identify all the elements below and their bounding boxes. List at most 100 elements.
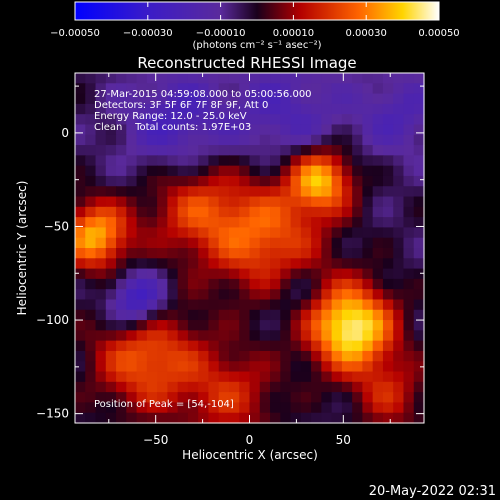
heatmap-cell	[311, 350, 322, 362]
heatmap-cell	[105, 217, 117, 229]
heatmap-cell	[146, 175, 158, 187]
heatmap-cell	[270, 289, 281, 301]
heatmap-cell	[290, 289, 302, 301]
heatmap-cell	[136, 289, 148, 301]
heatmap-cell	[259, 289, 271, 301]
heatmap-cell	[239, 371, 251, 383]
heatmap-cell	[85, 134, 97, 146]
heatmap-cell	[352, 237, 364, 249]
heatmap-cell	[311, 227, 322, 239]
heatmap-cell	[116, 278, 127, 290]
heatmap-cell	[270, 175, 281, 187]
heatmap-cell	[382, 309, 394, 321]
heatmap-cell	[177, 268, 189, 280]
heatmap-cell	[403, 299, 415, 311]
heatmap-cell	[270, 237, 281, 249]
heatmap-cell	[259, 93, 271, 105]
heatmap-cell	[341, 114, 353, 126]
heatmap-cell	[218, 340, 230, 352]
heatmap-cell	[300, 155, 312, 167]
heatmap-cell	[208, 309, 220, 321]
heatmap-cell	[382, 114, 394, 126]
heatmap-cell	[311, 237, 322, 249]
heatmap-cell	[187, 350, 199, 362]
heatmap-cell	[403, 320, 415, 331]
heatmap-cell	[187, 217, 199, 229]
colorbar-tick-label: −0.00030	[123, 28, 173, 39]
heatmap-cell	[146, 134, 158, 146]
heatmap-cell	[290, 206, 302, 218]
heatmap-cell	[105, 93, 117, 105]
heatmap-cell	[249, 196, 261, 208]
heatmap-cell	[280, 350, 292, 362]
heatmap-cell	[187, 278, 199, 290]
heatmap-cell	[321, 340, 333, 352]
heatmap-cell	[290, 350, 302, 362]
heatmap-cell	[75, 145, 86, 156]
heatmap-cell	[228, 237, 240, 249]
heatmap-cell	[95, 237, 107, 249]
heatmap-cell	[157, 392, 168, 404]
heatmap-cell	[116, 206, 127, 218]
heatmap-cell	[177, 175, 189, 187]
heatmap-cell	[331, 186, 343, 198]
heatmap-cell	[116, 103, 127, 115]
heatmap-cell	[75, 268, 86, 280]
heatmap-cell	[126, 196, 138, 208]
heatmap-cell	[187, 268, 199, 280]
heatmap-cell	[393, 299, 405, 311]
heatmap-cell	[85, 175, 97, 187]
heatmap-cell	[95, 278, 107, 290]
heatmap-cell	[126, 289, 138, 301]
heatmap-cell	[95, 134, 107, 146]
heatmap-image	[75, 73, 425, 424]
heatmap-cell	[177, 361, 189, 373]
heatmap-cell	[249, 381, 261, 393]
heatmap-cell	[208, 320, 220, 331]
heatmap-cell	[105, 227, 117, 239]
heatmap-cell	[382, 412, 394, 424]
heatmap-cell	[352, 330, 364, 342]
heatmap-cell	[105, 412, 117, 424]
heatmap-cell	[270, 340, 281, 352]
heatmap-cell	[85, 217, 97, 229]
heatmap-cell	[393, 381, 405, 393]
heatmap-cell	[403, 227, 415, 239]
heatmap-cell	[198, 114, 210, 126]
axis-ticks: −50 0 50 0 −50 −100 −150	[36, 73, 424, 447]
heatmap-cell	[321, 114, 333, 126]
heatmap-cell	[95, 392, 107, 404]
heatmap-cell	[157, 134, 168, 146]
heatmap-cell	[157, 268, 168, 280]
heatmap-cell	[95, 103, 107, 115]
heatmap-cell	[95, 330, 107, 342]
heatmap-cell	[311, 206, 322, 218]
heatmap-cell	[187, 361, 199, 373]
heatmap-cell	[177, 248, 189, 259]
heatmap-cell	[167, 124, 179, 136]
heatmap-cell	[403, 186, 415, 198]
heatmap-cell	[116, 134, 127, 146]
heatmap-cell	[75, 206, 86, 218]
heatmap-cell	[75, 289, 86, 301]
heatmap-cell	[177, 73, 189, 84]
heatmap-cell	[228, 93, 240, 105]
heatmap-cell	[331, 309, 343, 321]
heatmap-cell	[198, 196, 210, 208]
heatmap-cell	[167, 350, 179, 362]
heatmap-cell	[280, 392, 292, 404]
heatmap-cell	[341, 299, 353, 311]
heatmap-cell	[311, 165, 322, 177]
heatmap-cell	[198, 175, 210, 187]
heatmap-cell	[403, 340, 415, 352]
heatmap-cell	[341, 402, 353, 414]
heatmap-cell	[187, 381, 199, 393]
heatmap-cell	[136, 155, 148, 167]
heatmap-cell	[167, 258, 179, 270]
heatmap-cell	[300, 371, 312, 383]
heatmap-cell	[352, 114, 364, 126]
heatmap-cell	[270, 114, 281, 126]
heatmap-cell	[105, 289, 117, 301]
heatmap-cell	[300, 268, 312, 280]
heatmap-cell	[311, 278, 322, 290]
